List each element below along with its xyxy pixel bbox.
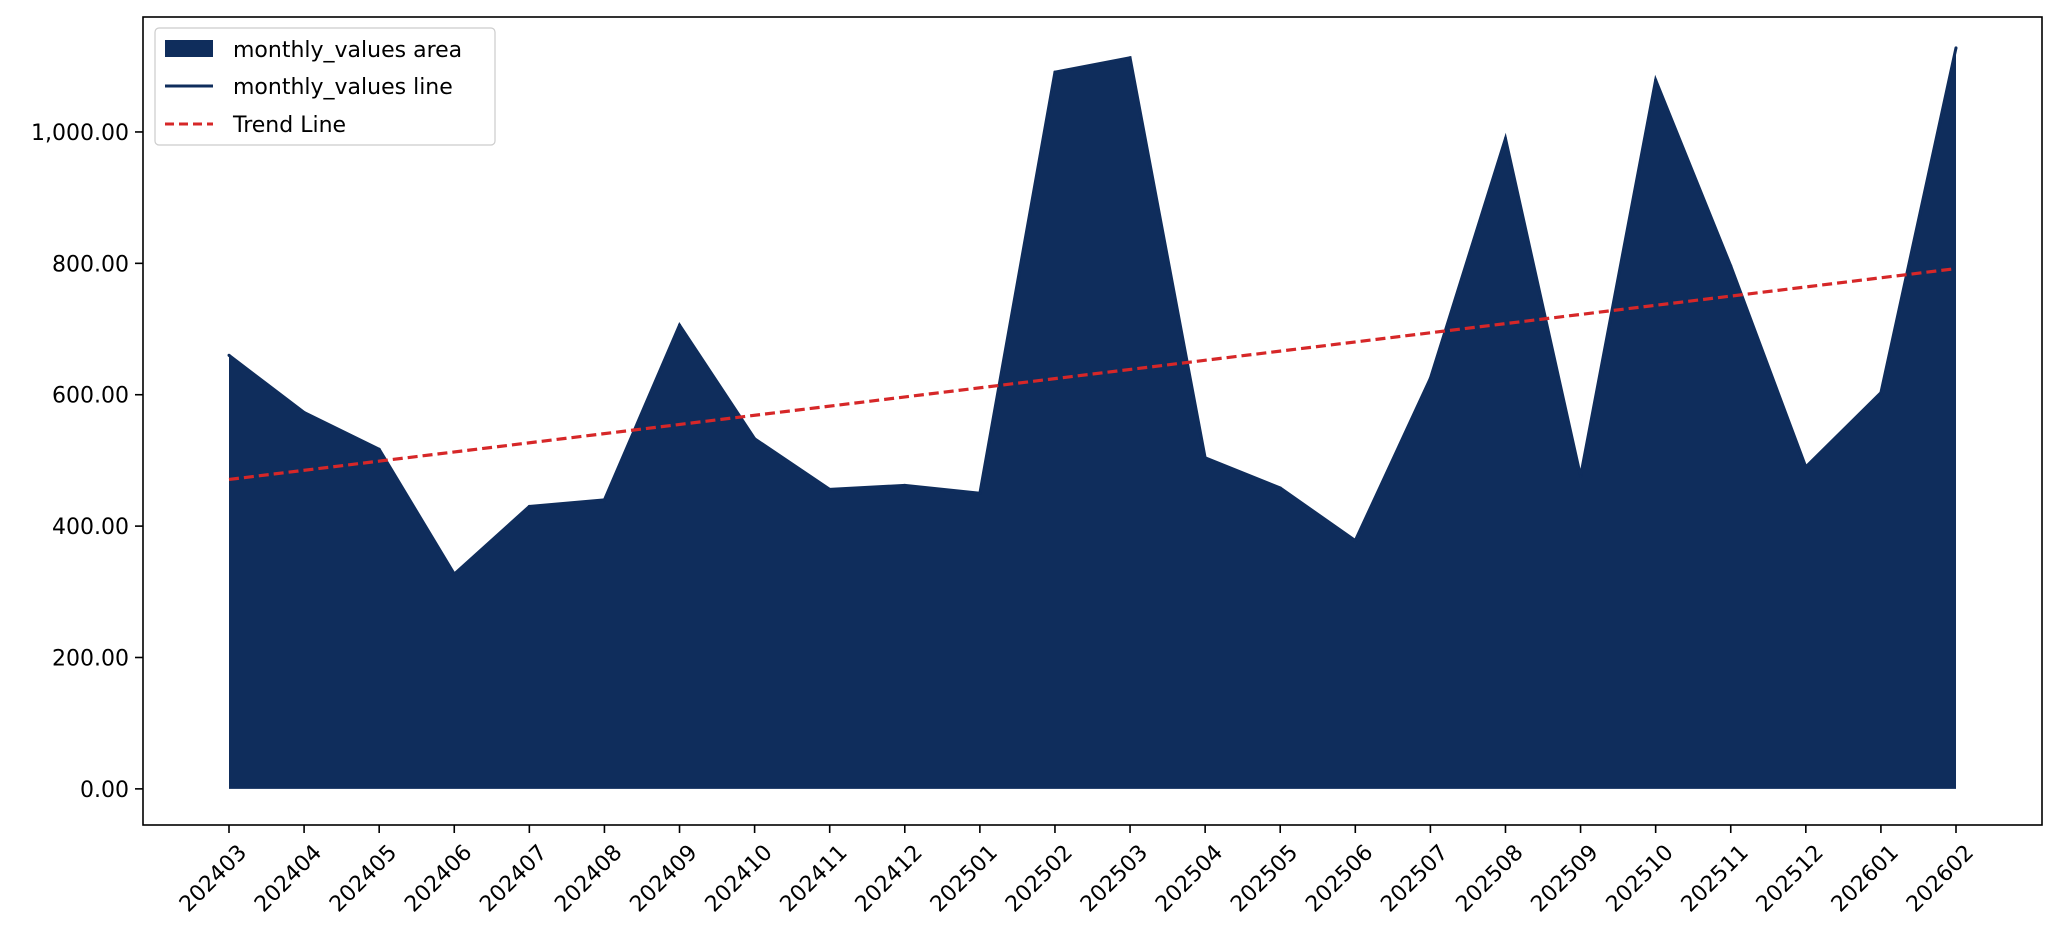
x-tick-label: 202405 — [325, 840, 402, 917]
data-point — [602, 498, 606, 502]
legend-swatch-area — [165, 40, 213, 57]
y-tick-label: 800.00 — [52, 252, 129, 277]
x-tick-label: 202504 — [1151, 840, 1228, 917]
data-point — [1353, 539, 1357, 543]
data-point — [452, 572, 456, 576]
x-tick-label: 202512 — [1752, 840, 1829, 917]
x-tick-label: 202602 — [1902, 840, 1979, 917]
data-point — [1579, 474, 1583, 478]
data-point — [1128, 56, 1132, 60]
data-point — [1804, 465, 1808, 469]
legend-frame — [154, 27, 496, 146]
data-point — [1879, 391, 1883, 395]
legend-label-trend: Trend Line — [232, 113, 346, 138]
data-point — [678, 323, 682, 327]
x-tick-label: 202410 — [701, 840, 778, 917]
data-point — [1729, 264, 1733, 268]
legend: monthly_values area monthly_values line … — [154, 27, 496, 146]
data-point — [377, 447, 381, 451]
data-point — [1954, 46, 1958, 50]
data-point — [978, 491, 982, 495]
x-tick-label: 202503 — [1076, 840, 1153, 917]
data-point — [527, 504, 531, 508]
data-point — [1053, 70, 1057, 74]
y-tick-label: 400.00 — [52, 515, 129, 540]
data-point — [903, 483, 907, 487]
x-tick-label: 202412 — [851, 840, 928, 917]
legend-label-area: monthly_values area — [233, 38, 462, 63]
data-point — [1278, 486, 1282, 490]
series-area-0 — [229, 47, 1956, 789]
data-point — [1654, 78, 1658, 82]
x-tick-label: 202409 — [625, 840, 702, 917]
x-tick-label: 202411 — [776, 840, 853, 917]
x-tick-label: 202510 — [1602, 840, 1679, 917]
x-tick-label: 202506 — [1301, 840, 1378, 917]
y-axis: 0.00 200.00 400.00 600.00 800.00 1,000.00 — [31, 121, 143, 803]
x-axis: 2024032024042024052024062024072024082024… — [175, 825, 1979, 917]
y-tick-label: 1,000.00 — [31, 121, 129, 146]
data-point — [1503, 137, 1507, 141]
x-tick-label: 202511 — [1677, 840, 1754, 917]
x-tick-label: 202403 — [175, 840, 252, 917]
data-point — [753, 437, 757, 441]
x-tick-label: 202501 — [926, 840, 1003, 917]
x-tick-label: 202502 — [1001, 840, 1078, 917]
y-tick-label: 600.00 — [52, 384, 129, 409]
trend-layer — [228, 267, 1957, 482]
x-tick-label: 202508 — [1451, 840, 1528, 917]
x-tick-label: 202505 — [1226, 840, 1303, 917]
y-tick-label: 200.00 — [52, 646, 129, 671]
x-tick-label: 202407 — [475, 840, 552, 917]
data-point — [1203, 456, 1207, 460]
data-point — [227, 353, 231, 357]
data-point — [1428, 376, 1432, 380]
y-tick-label: 0.00 — [80, 778, 129, 803]
data-point — [302, 410, 306, 414]
plot-frame — [142, 16, 2043, 826]
x-tick-label: 202509 — [1526, 840, 1603, 917]
plot-area — [227, 46, 1958, 789]
x-tick-label: 202404 — [250, 840, 327, 917]
x-tick-label: 202408 — [550, 840, 627, 917]
x-tick-label: 202601 — [1827, 840, 1904, 917]
legend-label-line: monthly_values line — [233, 75, 453, 100]
trend-line — [228, 267, 1957, 482]
data-point — [828, 487, 832, 491]
x-tick-label: 202406 — [400, 840, 477, 917]
series-line-0 — [228, 47, 1958, 577]
x-tick-label: 202507 — [1376, 840, 1453, 917]
